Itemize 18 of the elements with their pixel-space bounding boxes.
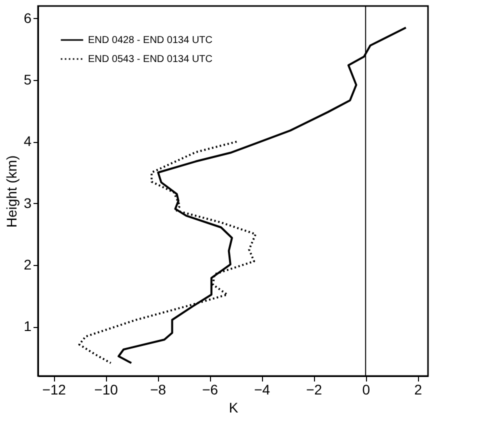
y-tick-label: 3: [24, 194, 32, 211]
x-tick-label: −4: [254, 382, 270, 398]
y-tick-label: 1: [24, 318, 32, 334]
y-tick-label: 6: [24, 10, 32, 26]
y-tick-label: 2: [24, 256, 32, 272]
x-tick-label: −12: [42, 382, 66, 398]
x-axis-title: K: [228, 400, 239, 416]
legend-label: END 0428 - END 0134 UTC: [88, 35, 212, 46]
x-tick-label: 2: [414, 382, 422, 398]
x-tick-label: −2: [306, 382, 322, 398]
y-tick-label: 5: [24, 72, 32, 88]
y-axis-title: Height (km): [4, 155, 20, 228]
x-tick-label: −10: [94, 382, 118, 398]
y-tick-label: 4: [24, 133, 32, 150]
x-tick-label: −6: [202, 382, 218, 398]
legend-label: END 0543 - END 0134 UTC: [88, 54, 212, 65]
x-tick-label: −8: [150, 382, 166, 398]
x-tick-label: 0: [362, 382, 370, 398]
